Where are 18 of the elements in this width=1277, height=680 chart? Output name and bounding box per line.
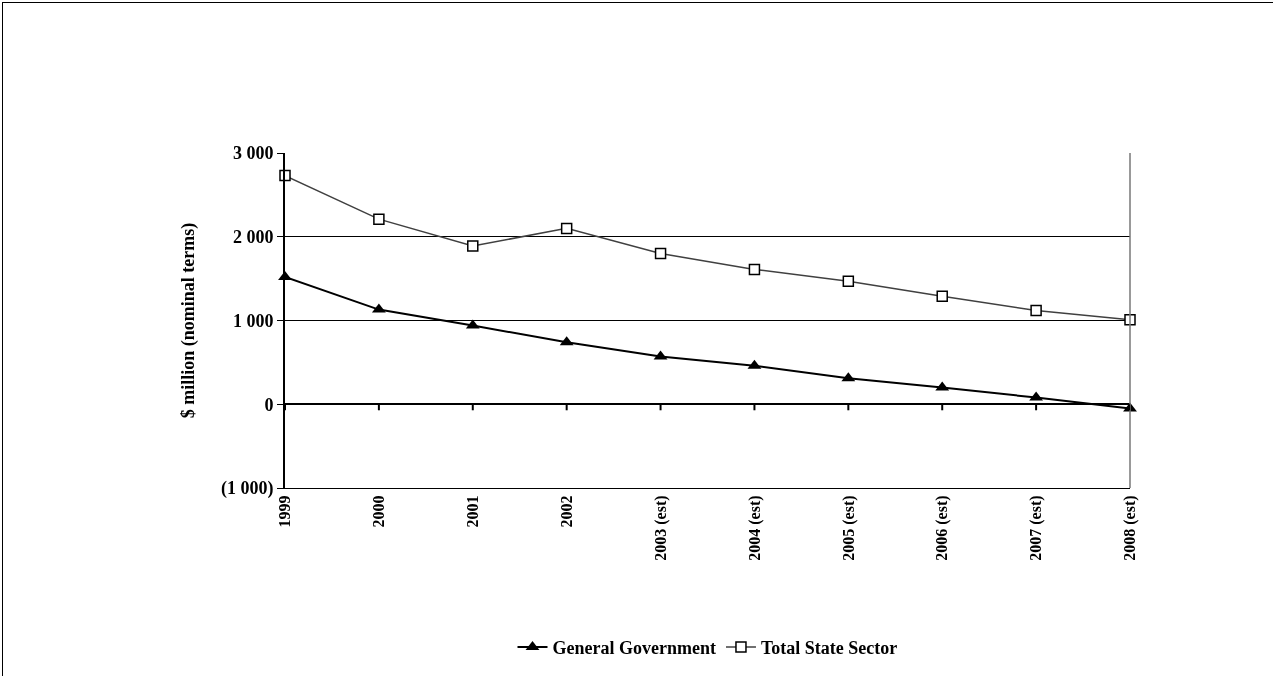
y-tick-label: 3 000 bbox=[232, 143, 274, 164]
x-tick-label: 2002 bbox=[557, 495, 575, 528]
x-tick-label: 2000 bbox=[370, 495, 388, 528]
x-tick-label: 2004 (est) bbox=[745, 495, 764, 561]
legend-label: General Government bbox=[552, 637, 716, 658]
legend-label: Total State Sector bbox=[760, 637, 898, 658]
x-tick-label: 2007 (est) bbox=[1027, 495, 1046, 561]
x-tick-label: 2006 (est) bbox=[933, 495, 952, 561]
y-tick-label: 1 000 bbox=[232, 310, 274, 331]
x-tick-label: 2001 bbox=[463, 495, 481, 528]
x-tick-label: 2003 (est) bbox=[651, 495, 670, 561]
y-tick-label: 0 bbox=[264, 394, 274, 415]
y-axis-title: $ million (nominal terms) bbox=[177, 222, 199, 419]
x-tick-label: 2008 (est) bbox=[1121, 495, 1140, 561]
x-tick-label: 1999 bbox=[276, 495, 294, 528]
y-tick-label: 2 000 bbox=[232, 227, 274, 248]
x-tick-label: 2005 (est) bbox=[839, 495, 858, 561]
y-tick-label: (1 000) bbox=[220, 478, 274, 500]
